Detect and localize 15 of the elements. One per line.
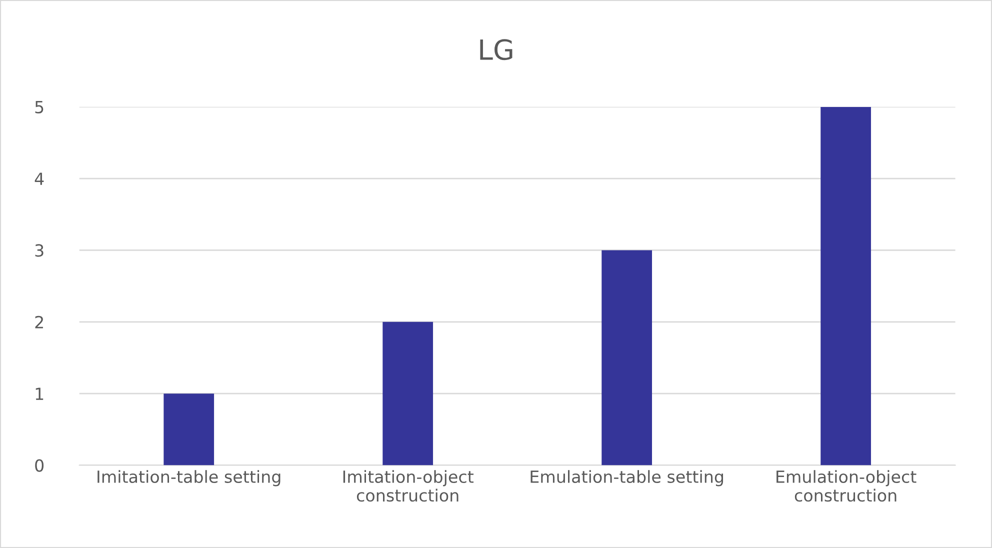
bar bbox=[820, 106, 871, 466]
y-tick-label: 2 bbox=[35, 316, 43, 328]
bar bbox=[602, 250, 652, 466]
x-tick-label: Emulation-object construction bbox=[776, 470, 916, 502]
y-tick-label: 3 bbox=[35, 244, 44, 257]
chart-title: LG bbox=[480, 39, 512, 60]
y-tick-label: 5 bbox=[35, 101, 44, 114]
y-tick-label: 1 bbox=[36, 388, 44, 400]
x-tick-label: Emulation-table setting bbox=[530, 470, 724, 486]
bar bbox=[164, 394, 214, 466]
bar bbox=[382, 322, 434, 466]
x-tick-label: Imitation-object construction bbox=[343, 470, 474, 502]
y-tick-label: 0 bbox=[35, 459, 44, 472]
y-tick-label: 4 bbox=[34, 172, 44, 185]
x-tick-label: Imitation-table setting bbox=[98, 470, 280, 486]
